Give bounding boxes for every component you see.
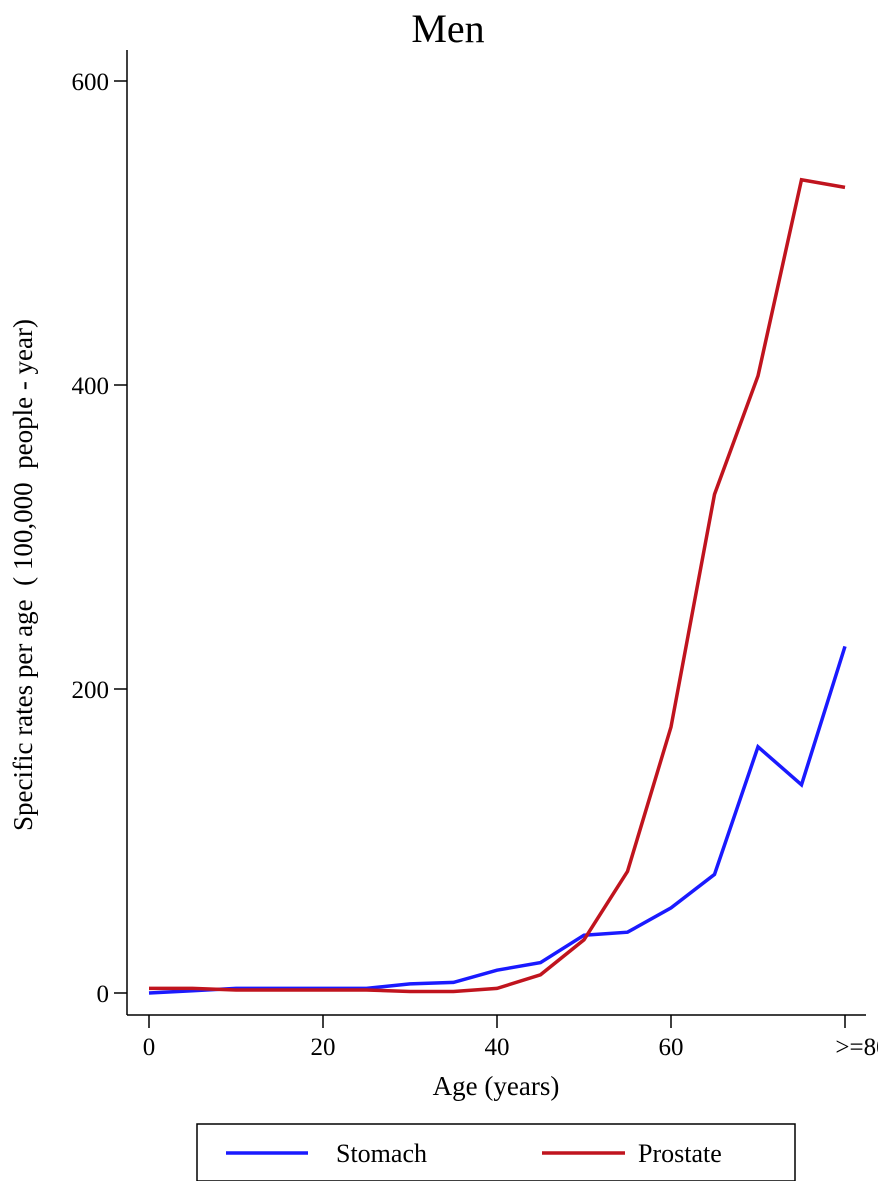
legend: Stomach Prostate <box>196 1123 796 1181</box>
series-lines <box>148 177 847 995</box>
x-tick-label: 0 <box>143 1034 156 1061</box>
legend-label-prostate: Prostate <box>638 1139 722 1168</box>
chart-title: Men <box>411 6 484 51</box>
x-tick-label: >=80 <box>835 1034 878 1061</box>
series-line-prostate <box>149 177 846 994</box>
x-tick-label: 60 <box>659 1034 684 1061</box>
series-line-stomach <box>148 645 847 995</box>
y-tick-label: 200 <box>72 677 110 704</box>
x-tick-label: 40 <box>485 1034 510 1061</box>
x-axis-title: Age (years) <box>433 1071 560 1101</box>
y-tick-label: 400 <box>72 373 110 400</box>
y-ticks: 0 200 400 600 <box>72 69 127 1008</box>
legend-label-stomach: Stomach <box>336 1139 427 1168</box>
y-tick-label: 0 <box>97 981 110 1008</box>
y-tick-label: 600 <box>72 69 110 96</box>
y-axis-title: Specific rates per age ( 100,000 people … <box>8 319 38 831</box>
x-ticks: 0 20 40 60 >=80 <box>143 1015 878 1061</box>
x-tick-label: 20 <box>311 1034 336 1061</box>
